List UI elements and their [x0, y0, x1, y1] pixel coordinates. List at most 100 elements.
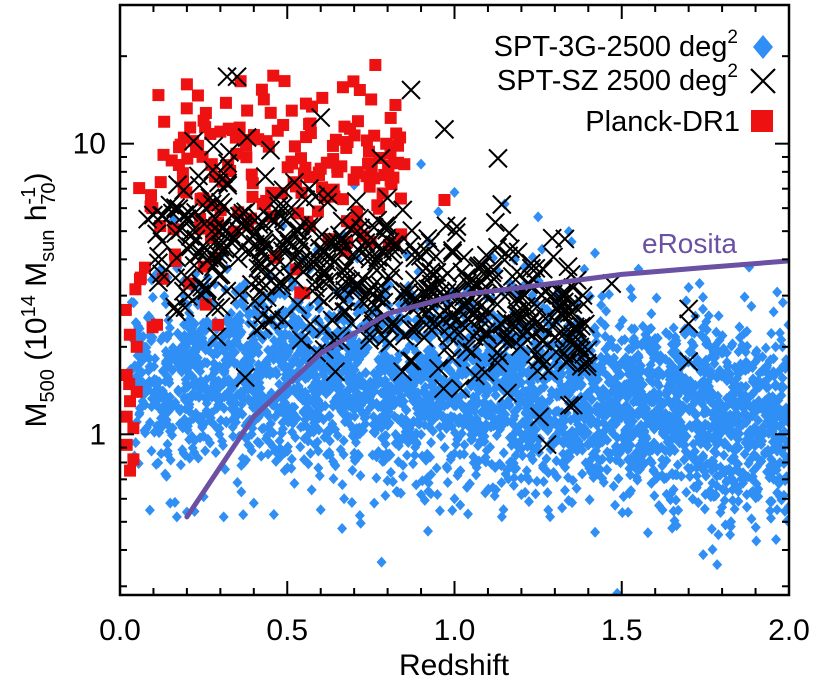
data-point-cross: [300, 314, 321, 334]
data-point-cross: [577, 357, 597, 377]
data-point-square: [158, 115, 171, 128]
data-point-diamond: [235, 329, 246, 341]
data-point-diamond: [669, 445, 680, 457]
data-point-square: [316, 91, 329, 104]
data-point-diamond: [753, 414, 764, 426]
data-point-diamond: [651, 292, 662, 304]
data-point-diamond: [349, 447, 360, 459]
data-point-diamond: [348, 380, 359, 392]
data-point-diamond: [595, 403, 606, 415]
series-cross-points: [137, 66, 699, 455]
data-point-diamond: [279, 328, 290, 340]
data-point-cross: [148, 246, 169, 267]
data-point-diamond: [734, 321, 745, 333]
data-point-square: [127, 422, 140, 435]
data-point-diamond: [635, 360, 646, 372]
data-point-cross: [492, 194, 512, 215]
data-point-diamond: [671, 519, 682, 531]
data-point-diamond: [648, 396, 659, 408]
data-point-cross: [291, 330, 312, 350]
data-point-cross: [465, 366, 486, 386]
data-point-diamond: [293, 380, 304, 392]
data-point-diamond: [729, 444, 740, 456]
data-point-diamond: [649, 411, 660, 423]
data-point-cross: [364, 217, 384, 238]
data-point-cross: [317, 192, 338, 213]
data-point-diamond: [601, 421, 612, 433]
data-point-diamond: [756, 455, 767, 467]
data-point-square: [271, 124, 284, 137]
data-point-diamond: [722, 375, 733, 387]
data-point-diamond: [234, 309, 245, 321]
data-point-cross: [392, 285, 412, 305]
data-point-diamond: [500, 416, 511, 428]
data-point-diamond: [289, 401, 300, 413]
data-point-cross: [359, 280, 380, 301]
data-point-diamond: [510, 449, 521, 461]
data-point-cross: [405, 248, 425, 268]
data-point-square: [240, 151, 253, 164]
data-point-diamond: [616, 335, 627, 347]
data-point-diamond: [628, 455, 639, 467]
data-point-diamond: [539, 398, 550, 410]
data-point-diamond: [601, 305, 612, 317]
data-point-cross: [346, 191, 366, 212]
data-point-diamond: [227, 421, 238, 433]
data-point-diamond: [522, 435, 533, 447]
data-point-cross: [476, 245, 497, 265]
data-point-cross: [359, 282, 379, 302]
data-point-diamond: [162, 406, 173, 418]
legend-marker-cross: [750, 68, 776, 94]
data-point-cross: [217, 66, 237, 87]
data-point-cross: [499, 223, 519, 243]
data-point-diamond: [622, 430, 633, 442]
data-point-diamond: [330, 460, 341, 472]
data-point-diamond: [721, 401, 732, 413]
data-point-diamond: [213, 423, 224, 435]
data-point-diamond: [433, 206, 444, 218]
data-point-diamond: [321, 449, 332, 461]
data-point-diamond: [355, 517, 366, 529]
data-point-diamond: [262, 354, 273, 366]
data-point-diamond: [598, 434, 609, 446]
data-point-cross: [335, 266, 355, 286]
data-point-cross: [678, 299, 699, 319]
erosita-curve: [184, 258, 789, 520]
data-point-cross: [178, 286, 198, 307]
data-point-diamond: [626, 323, 637, 335]
data-point-diamond: [690, 455, 701, 467]
data-point-square: [267, 69, 280, 82]
data-point-diamond: [449, 186, 460, 198]
data-point-diamond: [516, 472, 527, 484]
data-point-diamond: [482, 383, 493, 395]
data-point-cross: [420, 232, 440, 253]
data-point-diamond: [354, 337, 365, 349]
data-point-diamond: [698, 549, 709, 561]
data-point-square: [285, 155, 298, 168]
data-point-cross: [268, 196, 289, 216]
data-point-diamond: [449, 493, 460, 505]
data-point-cross: [310, 238, 330, 258]
data-point-diamond: [571, 426, 582, 438]
data-point-diamond: [765, 512, 776, 524]
data-point-diamond: [295, 441, 306, 453]
data-point-cross: [234, 216, 254, 236]
data-point-diamond: [207, 384, 218, 396]
data-point-diamond: [189, 381, 200, 393]
data-point-cross: [229, 285, 250, 305]
data-point-diamond: [754, 367, 765, 379]
data-point-cross: [555, 229, 575, 249]
data-point-diamond: [703, 310, 714, 322]
data-point-cross: [202, 194, 222, 214]
data-point-diamond: [369, 497, 380, 509]
data-point-cross: [333, 291, 353, 311]
data-point-cross: [442, 348, 462, 368]
data-point-cross: [152, 231, 172, 252]
data-point-square: [184, 121, 197, 134]
data-point-diamond: [715, 507, 726, 519]
data-point-diamond: [337, 479, 348, 491]
data-point-diamond: [725, 529, 736, 541]
data-point-diamond: [360, 411, 371, 423]
data-point-diamond: [738, 473, 749, 485]
data-point-cross: [515, 303, 536, 324]
